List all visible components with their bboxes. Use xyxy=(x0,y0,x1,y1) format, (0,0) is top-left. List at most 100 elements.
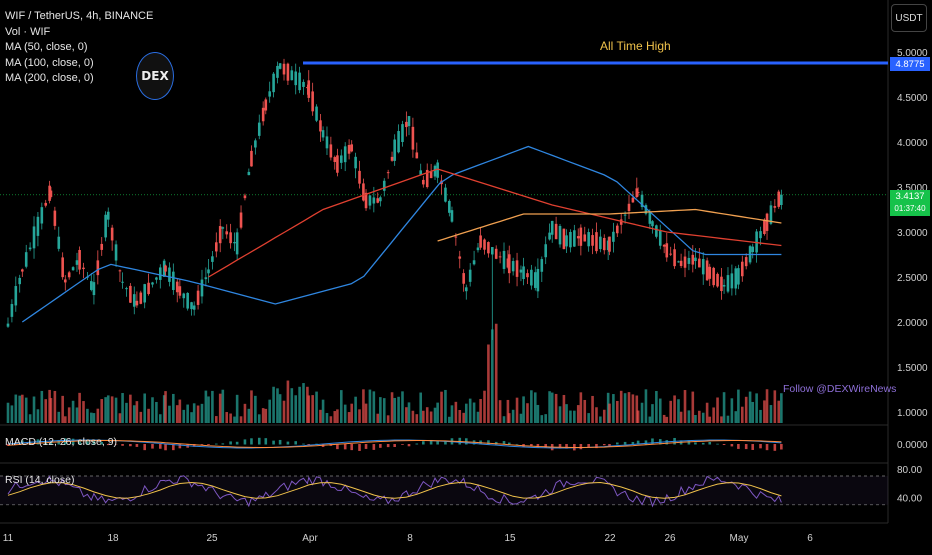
macd-histogram-bar xyxy=(200,444,204,445)
candle-body-down xyxy=(720,276,723,292)
volume-bar xyxy=(282,400,286,423)
volume-bar xyxy=(479,398,482,423)
volume-bar xyxy=(229,413,232,423)
volume-bar xyxy=(298,386,301,423)
volume-bar xyxy=(286,380,290,423)
candle-body-down xyxy=(458,256,462,259)
currency-unit-button[interactable]: USDT xyxy=(891,4,927,32)
macd-histogram-bar xyxy=(207,444,210,445)
volume-bar xyxy=(415,414,419,423)
rsi-label[interactable]: RSI (14, close) xyxy=(5,474,75,486)
candle-body-up xyxy=(14,286,18,306)
volume-bar xyxy=(53,390,57,423)
price-tick-label: 1.5000 xyxy=(897,363,928,374)
candle-body-up xyxy=(468,269,472,282)
volume-bar xyxy=(744,396,748,423)
volume-bar xyxy=(773,390,777,423)
candle-body-up xyxy=(106,211,110,220)
macd-histogram-bar xyxy=(773,444,777,451)
candle-body-up xyxy=(172,271,175,290)
volume-bar xyxy=(321,399,325,423)
candle-body-up xyxy=(32,226,36,249)
volume-bar xyxy=(591,395,594,423)
volume-bar xyxy=(579,392,583,423)
candle-body-up xyxy=(155,277,158,280)
volume-bar xyxy=(139,411,143,423)
legend-ma200[interactable]: MA (200, close, 0) xyxy=(5,72,94,84)
candle-body-up xyxy=(298,72,301,91)
macd-histogram-bar xyxy=(407,444,411,447)
legend-ma50[interactable]: MA (50, close, 0) xyxy=(5,41,88,53)
candle-body-up xyxy=(192,305,196,310)
volume-bar xyxy=(104,397,107,423)
volume-bar xyxy=(368,389,372,423)
candle-body-down xyxy=(422,179,425,185)
volume-bar xyxy=(71,400,75,423)
macd-histogram-bar xyxy=(623,441,627,445)
volume-bar xyxy=(372,391,376,423)
candle-body-up xyxy=(372,197,376,204)
candle-body-down xyxy=(239,212,243,228)
macd-histogram-bar xyxy=(544,444,547,448)
candle-body-down xyxy=(362,183,365,201)
volume-bar xyxy=(96,408,100,423)
volume-bar xyxy=(132,405,136,423)
macd-histogram-bar xyxy=(658,439,662,445)
ma-line-50 xyxy=(21,145,782,323)
candle-body-down xyxy=(479,235,482,248)
macd-histogram-bar xyxy=(192,444,196,447)
candle-body-down xyxy=(311,91,314,112)
volume-bar xyxy=(192,403,196,423)
volume-bar xyxy=(548,391,551,423)
candle-body-up xyxy=(397,131,400,153)
candle-body-up xyxy=(382,180,386,191)
candle-body-up xyxy=(651,221,654,227)
volume-bar xyxy=(468,398,472,423)
candle-body-up xyxy=(751,246,755,253)
volume-bar xyxy=(135,401,139,423)
time-tick-label: Apr xyxy=(302,533,318,544)
legend-volume[interactable]: Vol · WIF xyxy=(5,25,51,38)
candle-body-down xyxy=(67,272,71,278)
candle-body-up xyxy=(247,171,251,176)
candle-body-up xyxy=(379,197,382,202)
volume-bar xyxy=(429,411,433,423)
macd-histogram-bar xyxy=(636,440,640,445)
candle-body-up xyxy=(550,220,554,235)
candle-body-up xyxy=(294,71,298,86)
macd-histogram-bar xyxy=(765,444,769,451)
macd-label[interactable]: MACD (12, 26, close, 9) xyxy=(5,436,118,448)
volume-bar xyxy=(302,383,305,423)
candle-body-up xyxy=(10,304,14,317)
volume-bar xyxy=(550,392,554,423)
price-tick-label: 4.5000 xyxy=(897,93,928,104)
candle-body-up xyxy=(544,244,547,258)
volume-bar xyxy=(562,394,566,423)
macd-histogram-bar xyxy=(737,444,740,449)
candle-body-down xyxy=(526,273,529,278)
volume-bar xyxy=(207,396,210,423)
volume-bar xyxy=(100,399,104,423)
macd-histogram-bar xyxy=(608,444,611,447)
time-tick-label: 26 xyxy=(664,533,676,544)
macd-histogram-bar xyxy=(229,441,232,445)
macd-histogram-bar xyxy=(272,440,275,445)
candle-body-up xyxy=(114,244,118,261)
candle-body-down xyxy=(282,63,286,75)
legend-symbol[interactable]: WIF / TetherUS, 4h, BINANCE xyxy=(5,10,154,22)
candle-body-up xyxy=(6,323,10,327)
candle-countdown: 01:37:40 xyxy=(894,204,926,213)
volume-bar xyxy=(386,415,390,423)
volume-bar xyxy=(118,413,122,423)
volume-bar xyxy=(419,392,422,423)
volume-bar xyxy=(61,395,64,423)
volume-bar xyxy=(705,402,709,423)
macd-histogram-bar xyxy=(358,444,361,451)
macd-histogram-bar xyxy=(164,444,167,451)
legend-ma100[interactable]: MA (100, close, 0) xyxy=(5,56,94,69)
candle-body-down xyxy=(712,267,715,286)
volume-bar xyxy=(780,393,783,423)
volume-bar xyxy=(63,416,67,423)
